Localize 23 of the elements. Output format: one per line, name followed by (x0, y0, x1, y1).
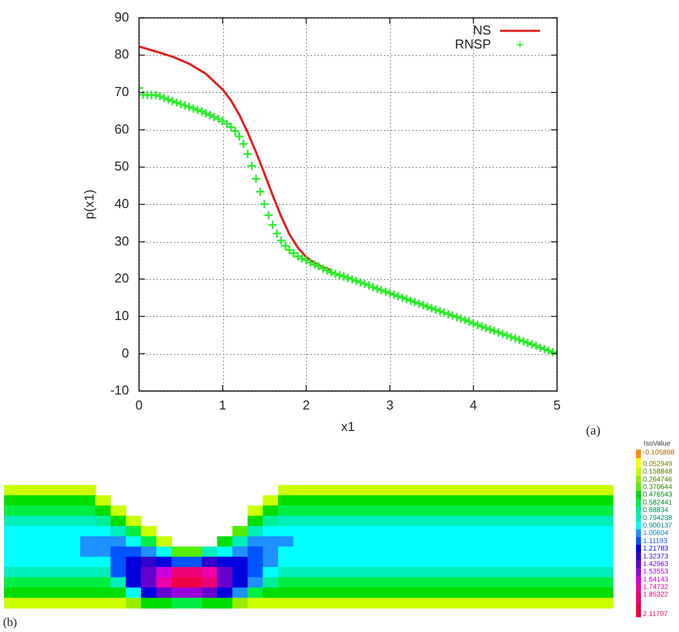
y-tick-label: 10 (114, 308, 129, 323)
y-tick-label: 70 (114, 84, 129, 100)
legend-label: NS (472, 22, 492, 38)
x-tick-label: 0 (135, 397, 143, 412)
x-axis-title: x1 (341, 418, 355, 434)
x-tick-label: 3 (386, 397, 394, 412)
y-tick-label: 60 (114, 121, 129, 136)
y-tick-label: 30 (114, 233, 129, 248)
x-tick-label: 5 (553, 397, 561, 412)
text: (b) (3, 615, 17, 630)
text: (a) (586, 422, 600, 438)
x-tick-label: 1 (218, 397, 226, 412)
y-tick-label: 40 (114, 196, 129, 211)
y-tick-label: 50 (114, 158, 129, 174)
y-tick-label: 90 (114, 9, 129, 24)
y-tick-label: 20 (114, 270, 129, 286)
legend-label: RNSP (454, 36, 491, 52)
x-tick-label: 4 (470, 397, 478, 412)
x-tick-label: 2 (302, 397, 310, 412)
y-tick-label: 80 (114, 46, 129, 62)
y-tick-label: 0 (122, 345, 129, 360)
y-tick-label: -10 (110, 382, 129, 398)
y-axis-title: p(x1) (81, 190, 96, 220)
